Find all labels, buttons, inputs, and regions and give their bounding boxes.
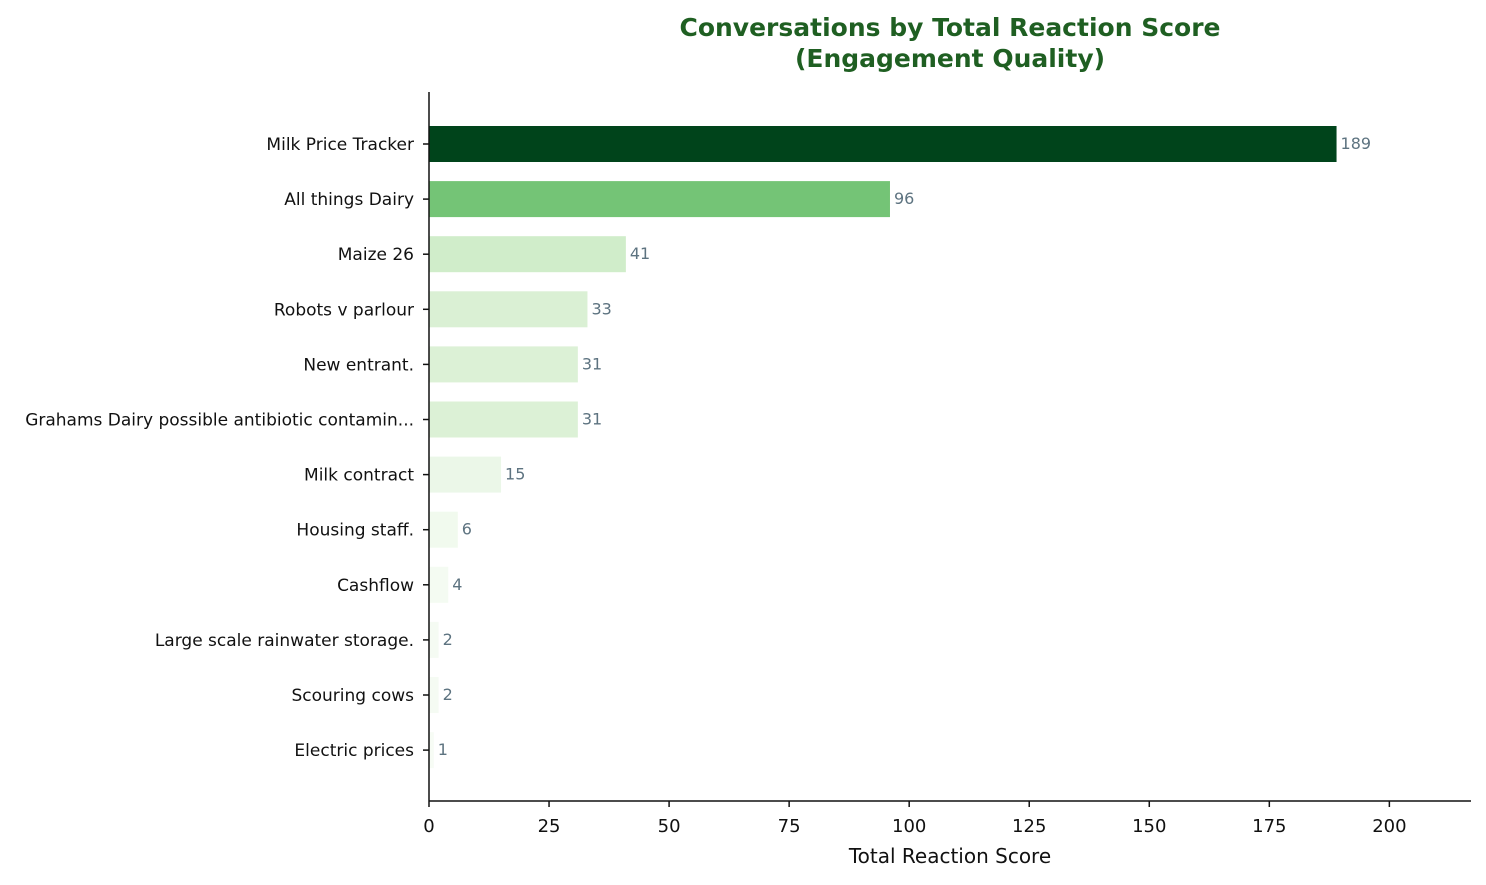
category-label-7: Milk contract [304, 466, 414, 486]
x-tick-label-3: 50 [658, 816, 681, 837]
x-tick-label-2: 25 [538, 816, 561, 837]
x-tick-label-7: 150 [1132, 816, 1166, 837]
x-tick-label-6: 125 [1012, 816, 1046, 837]
value-label-12: 1 [438, 740, 448, 759]
category-label-4: Robots v parlour [274, 300, 414, 320]
x-tick-label-5: 100 [892, 816, 926, 837]
category-label-8: Housing staff. [296, 521, 414, 541]
bar-3 [429, 236, 626, 273]
bar-10 [429, 621, 439, 658]
bar-8 [429, 511, 458, 548]
category-label-6: Grahams Dairy possible antibiotic contam… [25, 411, 414, 431]
x-ticks: 0 25 50 75 100 125 150 175 200 [423, 801, 1407, 837]
category-label-1: Milk Price Tracker [266, 135, 414, 155]
bar-4 [429, 291, 588, 328]
bar-6 [429, 401, 578, 438]
bar-2 [429, 181, 890, 218]
category-label-5: New entrant. [303, 355, 414, 375]
category-label-11: Scouring cows [291, 686, 414, 706]
chart-title-line-2: (Engagement Quality) [795, 44, 1105, 73]
value-label-7: 15 [505, 465, 525, 484]
value-label-1: 189 [1341, 134, 1372, 153]
category-label-3: Maize 26 [338, 245, 414, 265]
category-label-12: Electric prices [294, 741, 414, 761]
value-label-8: 6 [462, 520, 472, 539]
value-label-5: 31 [582, 354, 602, 373]
bar-11 [429, 677, 439, 713]
category-labels: Milk Price Tracker All things Dairy Maize … [25, 135, 414, 761]
x-tick-label-9: 200 [1372, 816, 1406, 837]
value-label-11: 2 [443, 685, 453, 704]
category-label-10: Large scale rainwater storage. [155, 631, 414, 651]
category-label-2: All things Dairy [284, 190, 414, 210]
bar-1 [429, 126, 1337, 162]
bar-9 [429, 566, 449, 603]
chart-title-line-1: Conversations by Total Reaction Score [679, 13, 1220, 42]
value-label-10: 2 [443, 630, 453, 649]
value-labels: 189 96 41 33 31 31 15 6 4 2 2 1 [438, 134, 1371, 759]
x-tick-label-1: 0 [423, 816, 434, 837]
x-axis-title: Total Reaction Score [848, 844, 1051, 868]
x-tick-label-4: 75 [778, 816, 801, 837]
chart-title: Conversations by Total Reaction Score(En… [679, 13, 1220, 73]
value-label-2: 96 [894, 189, 914, 208]
bar-12 [429, 732, 434, 769]
value-label-9: 4 [452, 575, 462, 594]
value-label-6: 31 [582, 410, 602, 429]
x-tick-label-8: 175 [1252, 816, 1286, 837]
bar-7 [429, 456, 502, 493]
bar-5 [429, 346, 578, 383]
value-label-4: 33 [591, 299, 611, 318]
category-label-9: Cashflow [337, 576, 414, 596]
value-label-3: 41 [630, 244, 650, 263]
bars [429, 126, 1337, 769]
axes [423, 92, 1471, 802]
